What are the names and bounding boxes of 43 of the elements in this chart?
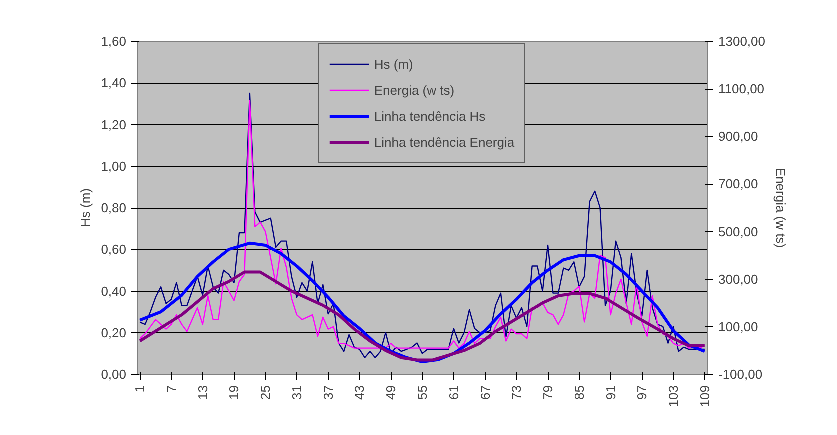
line-series bbox=[138, 270, 706, 362]
x-tick-label: 79 bbox=[540, 385, 556, 400]
y-tick-label: 1,60 bbox=[101, 34, 127, 49]
x-tick-label: 61 bbox=[446, 385, 462, 400]
y2-tick-label: 100,00 bbox=[718, 319, 758, 334]
x-tick-label: 103 bbox=[666, 385, 682, 408]
x-tick-label: 13 bbox=[195, 385, 210, 400]
x-tick-label: 85 bbox=[572, 385, 587, 400]
x-tick-label: 97 bbox=[634, 385, 650, 400]
y2-tick-label: 300,00 bbox=[718, 272, 758, 287]
legend-label: Hs (m) bbox=[374, 56, 414, 72]
y-tick-label: 0,40 bbox=[101, 284, 127, 299]
y2-tick-label: 1300,00 bbox=[718, 34, 766, 49]
y-tick-label: 0,20 bbox=[101, 325, 127, 340]
x-tick-label: 1 bbox=[132, 385, 148, 393]
x-tick-label: 31 bbox=[289, 385, 304, 400]
x-tick-label: 73 bbox=[509, 385, 524, 400]
y-tick-label: 0,00 bbox=[101, 367, 127, 382]
x-tick-label: 109 bbox=[697, 385, 712, 408]
x-tick-label: 25 bbox=[258, 385, 274, 400]
y2-axis-title: Energia (w ts) bbox=[773, 168, 788, 248]
legend-label: Linha tendência Hs bbox=[374, 108, 486, 124]
y2-tick-label: 500,00 bbox=[718, 224, 758, 240]
y-tick-label: 0,60 bbox=[101, 242, 127, 258]
legend-label: Energia (w ts) bbox=[374, 82, 455, 98]
x-tick-label: 37 bbox=[320, 385, 336, 400]
x-tick-label: 49 bbox=[384, 385, 399, 400]
x-tick-label: 19 bbox=[226, 385, 242, 400]
y-tick-label: 0,80 bbox=[101, 200, 127, 216]
legend-label: Linha tendência Energia bbox=[374, 134, 515, 150]
x-tick-label: 43 bbox=[352, 385, 368, 400]
y2-tick-label: 900,00 bbox=[718, 129, 758, 144]
y-tick-label: 1,20 bbox=[101, 117, 127, 132]
y2-tick-label: 1100,00 bbox=[718, 82, 765, 97]
x-tick-label: 55 bbox=[415, 385, 430, 400]
y2-tick-label: -100,00 bbox=[718, 367, 763, 382]
y-axis-title: Hs (m) bbox=[78, 188, 94, 228]
y-tick-label: 1,00 bbox=[101, 158, 127, 174]
x-tick-label: 67 bbox=[478, 385, 493, 400]
y-tick-label: 1,40 bbox=[101, 76, 127, 91]
x-tick-label: 91 bbox=[603, 385, 618, 400]
y2-tick-label: 700,00 bbox=[718, 176, 758, 192]
x-tick-label: 7 bbox=[164, 385, 179, 393]
